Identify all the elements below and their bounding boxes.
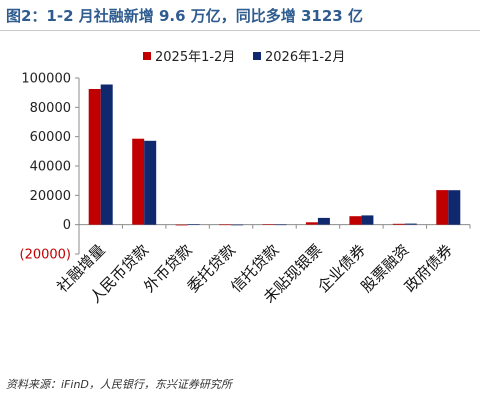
y-tick-label: 0 (63, 218, 71, 233)
source-note: 资料来源：iFinD，人民银行，东兴证券研究所 (6, 378, 232, 391)
y-tick-label: 20000 (30, 189, 71, 204)
bar-社融增量-2 (100, 84, 113, 225)
bar-企业债券-1 (349, 216, 362, 225)
bar-人民币贷款-1 (132, 138, 145, 225)
legend-label-2: 2026年1-2月 (265, 50, 345, 65)
legend-label-1: 2025年1-2月 (155, 50, 235, 65)
title-bar: 图2：1-2 月社融新增 9.6 万亿，同比多增 3123 亿 (0, 0, 480, 31)
bar-股票融资-2 (404, 223, 417, 225)
y-tick-label: 80000 (30, 101, 71, 116)
bar-外币贷款-2 (187, 224, 200, 225)
bar-企业债券-2 (361, 215, 374, 225)
y-tick-label: 100000 (21, 72, 71, 87)
bar-信托贷款-1 (262, 224, 275, 225)
y-tick-label: (20000) (20, 248, 72, 263)
figure-title: 图2：1-2 月社融新增 9.6 万亿，同比多增 3123 亿 (6, 7, 363, 25)
y-tick-label: 40000 (30, 160, 71, 175)
legend-swatch-1 (143, 52, 151, 60)
bar-人民币贷款-2 (144, 140, 157, 225)
bar-社融增量-1 (88, 89, 101, 225)
bar-股票融资-1 (392, 223, 405, 225)
bar-政府债券-2 (448, 190, 461, 225)
bar-委托贷款-1 (219, 224, 232, 226)
bar-未贴现银票-1 (305, 222, 318, 225)
x-tick-label: 政府债券 (401, 241, 456, 296)
chart-legend: 2025年1-2月 2026年1-2月 (143, 50, 345, 65)
chart-bars (88, 84, 461, 226)
bar-未贴现银票-2 (317, 217, 330, 225)
legend-swatch-2 (253, 52, 261, 60)
bar-chart: 2025年1-2月 2026年1-2月 (20000) 0 20000 40000 600… (20, 50, 471, 307)
chart-axes: (20000) 0 20000 40000 60000 80000 100000 (20, 72, 471, 263)
bar-委托贷款-2 (231, 224, 244, 226)
bar-外币贷款-1 (175, 224, 188, 226)
bar-政府债券-1 (436, 190, 449, 225)
bar-信托贷款-2 (274, 224, 287, 226)
y-tick-label: 60000 (30, 130, 71, 145)
